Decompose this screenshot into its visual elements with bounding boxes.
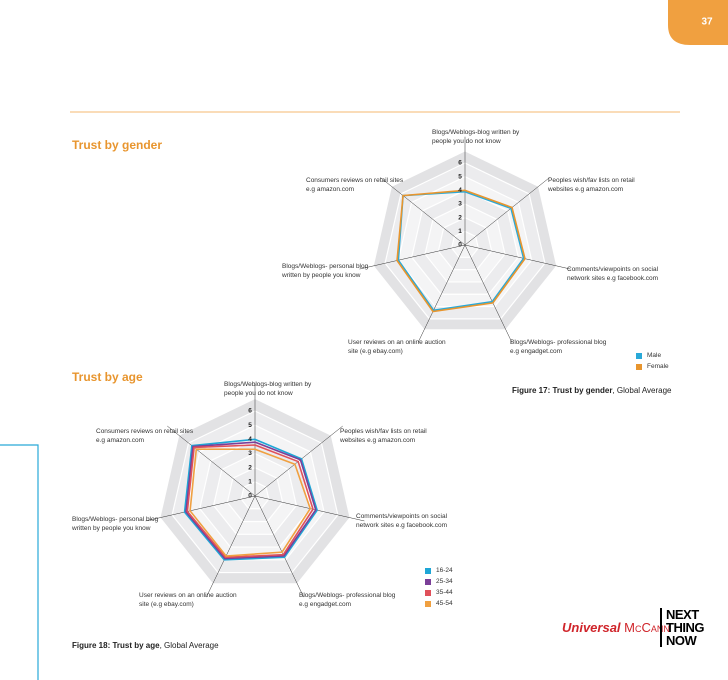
- page-tab: [668, 0, 728, 45]
- caption-label: Figure 18: Trust by age: [72, 641, 160, 650]
- axis-label: Consumers reviews on retail sites e.g am…: [306, 177, 404, 194]
- radar-line: [396, 189, 526, 313]
- tick-label: 6: [248, 408, 252, 415]
- axis-line: [464, 177, 550, 246]
- axis-label: Consumers reviews on retail sites e.g am…: [96, 428, 194, 445]
- tick-label: 4: [458, 187, 462, 194]
- legend-label: Male: [647, 352, 662, 359]
- legend-swatch: [636, 364, 642, 370]
- axis-label: Blogs/Weblogs-blog written by people you…: [224, 381, 312, 398]
- legend-swatch: [425, 568, 431, 574]
- axis-label: Blogs/Weblogs- personal blog written by …: [72, 516, 159, 533]
- legend-swatch: [425, 601, 431, 607]
- legend-swatch: [636, 353, 642, 359]
- legend-swatch: [425, 590, 431, 596]
- tick-label: 4: [248, 436, 252, 443]
- tick-label: 0: [248, 493, 252, 500]
- caption-label: Figure 17: Trust by gender: [512, 386, 613, 395]
- axis-label: Blogs/Weblogs- professional blog e.g eng…: [510, 339, 607, 356]
- tick-label: 6: [458, 160, 462, 167]
- logo-ntn: NEXT THING NOW: [660, 608, 704, 647]
- legend-label: 16-24: [436, 567, 453, 574]
- axis-line: [254, 495, 304, 598]
- tick-label: 5: [248, 422, 252, 429]
- legend-label: 35-44: [436, 589, 453, 596]
- charts: 0 1 2 3 4 5 6 0 1 2 3 4 5 6: [145, 136, 642, 607]
- tick-label: 3: [248, 450, 252, 457]
- axis-label: Peoples wish/fav lists on retail website…: [340, 428, 427, 445]
- tick-label: 1: [458, 228, 462, 235]
- tick-label: 3: [458, 201, 462, 208]
- axis-line: [464, 244, 513, 343]
- axis-label: User reviews on an online auction site (…: [348, 339, 446, 356]
- caption-text: , Global Average: [159, 641, 219, 650]
- tick-label: 5: [458, 173, 462, 180]
- axis-label: User reviews on an online auction site (…: [139, 592, 237, 609]
- logo-text: NEXT: [666, 607, 699, 622]
- axis-line: [359, 244, 466, 270]
- logo-universal: Universal McCann: [562, 620, 670, 635]
- axis-label: Blogs/Weblogs-blog written by people you…: [432, 129, 520, 146]
- axis-label: Blogs/Weblogs- professional blog e.g eng…: [299, 592, 396, 609]
- caption-text: , Global Average: [612, 386, 672, 395]
- legend-label: Female: [647, 363, 669, 370]
- axis-line: [417, 244, 466, 343]
- caption: Figure 17: Trust by gender, Global Avera…: [512, 386, 671, 395]
- legend-label: 45-54: [436, 600, 453, 607]
- axis-line: [464, 244, 571, 270]
- legend-swatch: [425, 579, 431, 585]
- heading: Trust by age: [72, 370, 143, 384]
- radar-line: [183, 438, 319, 561]
- logo-text: McCann: [624, 620, 670, 635]
- bracket: [0, 444, 39, 680]
- radar-line: [185, 441, 317, 560]
- caption: Figure 18: Trust by age, Global Average: [72, 641, 219, 650]
- logo-text: NOW: [666, 633, 697, 648]
- tick-label: 2: [248, 464, 252, 471]
- logo-text: Universal: [562, 620, 621, 635]
- legend-label: 25-34: [436, 578, 453, 585]
- radar-line: [186, 444, 314, 559]
- radar-line: [189, 448, 312, 557]
- axis-label: Comments/viewpoints on social network si…: [567, 266, 659, 283]
- page-number: 37: [701, 17, 713, 28]
- axis-line: [145, 495, 256, 522]
- tick-label: 2: [458, 214, 462, 221]
- tick-label: 1: [248, 479, 252, 486]
- axis-line: [206, 495, 256, 598]
- axis-label: Comments/viewpoints on social network si…: [356, 513, 448, 530]
- heading: Trust by gender: [72, 138, 163, 152]
- logo-text: THING: [666, 620, 704, 635]
- axis-line: [380, 177, 466, 246]
- tick-label: 0: [458, 242, 462, 249]
- axis-line: [167, 425, 256, 497]
- axis-label: Blogs/Weblogs- personal blog written by …: [282, 263, 369, 280]
- axis-label: Peoples wish/fav lists on retail website…: [548, 177, 635, 194]
